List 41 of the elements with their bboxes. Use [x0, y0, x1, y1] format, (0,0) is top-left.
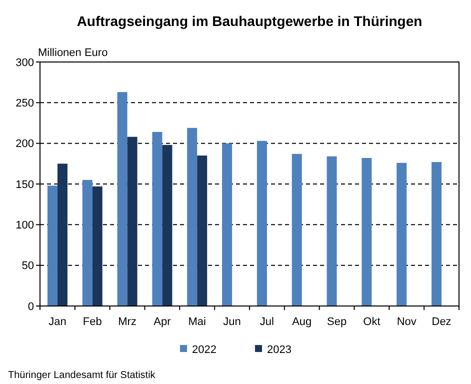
bar: [162, 144, 172, 306]
bar: [256, 140, 267, 306]
bar: [92, 186, 102, 306]
x-tick-label: Nov: [396, 316, 417, 328]
y-tick-label: 50: [22, 260, 34, 272]
bar: [292, 154, 302, 306]
bar: [396, 162, 407, 306]
x-tick-label: Okt: [363, 316, 380, 328]
x-tick-label: Mrz: [118, 316, 136, 328]
bar: [82, 180, 92, 306]
bar: [362, 158, 372, 306]
x-tick-label: Aug: [292, 316, 312, 328]
bar: [187, 128, 198, 306]
y-axis-title: Millionen Euro: [38, 47, 108, 59]
x-tick-label: Jan: [48, 316, 66, 328]
x-tick-label: Dez: [432, 316, 452, 328]
y-tick-label: 200: [16, 138, 34, 150]
y-tick-label: 300: [16, 56, 34, 69]
bar: [152, 132, 162, 306]
bar: [127, 136, 138, 306]
bar: [432, 162, 442, 306]
y-tick-label: 100: [16, 220, 34, 232]
text: Thüringer Landesamt für Statistik: [8, 370, 156, 381]
bar: [117, 92, 128, 306]
legend-label: 2023: [267, 344, 292, 356]
bar: [222, 143, 232, 306]
x-tick-label: Apr: [154, 316, 172, 328]
bar: [197, 156, 208, 306]
y-tick-label: 0: [28, 300, 34, 313]
y-tick-label: 150: [16, 178, 34, 191]
bar: [326, 156, 337, 306]
chart-title: Auftragseingang im Bauhauptgewerbe in Thüringen: [76, 13, 422, 29]
y-tick-label: 250: [16, 98, 34, 110]
x-tick-label: Mai: [188, 316, 206, 328]
x-tick-label: Jun: [223, 316, 241, 328]
x-tick-label: Feb: [82, 316, 102, 328]
legend-label: 2022: [192, 344, 216, 356]
x-tick-label: Jul: [260, 316, 274, 328]
bar: [57, 164, 68, 306]
x-tick-label: Sep: [327, 316, 347, 328]
bar: [47, 186, 58, 306]
